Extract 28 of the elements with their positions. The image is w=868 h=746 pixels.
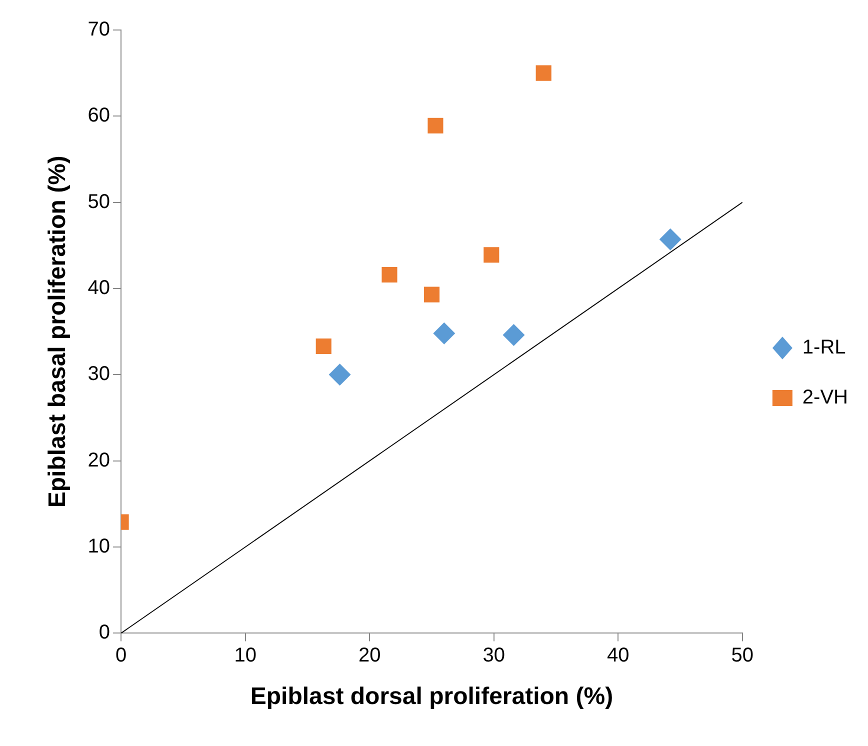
point: [502, 324, 525, 346]
y-axis-title: Epiblast basal proliferation (%): [44, 156, 72, 508]
point: [428, 118, 444, 134]
point: [328, 364, 351, 386]
x-tick-label: 20: [358, 644, 381, 667]
point: [659, 228, 682, 250]
legend-label: 1-RL: [802, 336, 846, 359]
y-tick-label: 10: [88, 536, 110, 558]
x-tick-label: 10: [234, 644, 256, 667]
y-tick-label: 30: [88, 363, 110, 386]
x-tick-label: 40: [607, 644, 630, 667]
legend-label: 2-VH: [802, 386, 848, 409]
point: [382, 266, 398, 283]
point: [484, 247, 500, 263]
point: [424, 286, 440, 302]
y-tick-label: 20: [88, 449, 110, 472]
point: [536, 65, 552, 81]
y-tick-label: 60: [88, 104, 110, 127]
y-tick-label: 0: [98, 622, 110, 644]
y-tick-label: 40: [88, 277, 110, 300]
point: [433, 322, 456, 344]
x-axis-title: Epiblast dorsal proliferation (%): [250, 683, 614, 710]
x-tick-label: 0: [115, 644, 127, 667]
x-tick-label: 30: [482, 644, 506, 667]
y-tick-label: 50: [88, 190, 110, 213]
x-tick-label: 50: [731, 644, 754, 667]
y-tick-label: 70: [88, 18, 110, 41]
point: [316, 338, 332, 354]
